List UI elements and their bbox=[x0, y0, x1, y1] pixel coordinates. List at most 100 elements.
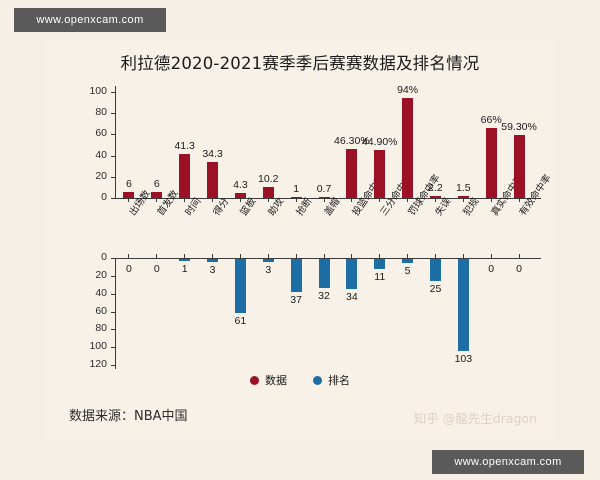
bar-bottom[interactable] bbox=[234, 259, 246, 314]
bar-label-top: 59.30% bbox=[501, 121, 537, 134]
y-tick-mark-bottom bbox=[111, 329, 115, 331]
bar-label-bottom: 3 bbox=[265, 263, 272, 276]
bar-top[interactable] bbox=[123, 191, 135, 198]
bar-bottom[interactable] bbox=[179, 259, 191, 261]
y-tick-mark-top bbox=[111, 198, 115, 199]
bar-top[interactable] bbox=[457, 196, 469, 198]
bar-top[interactable] bbox=[234, 193, 246, 198]
x-tick-mark-top bbox=[490, 198, 492, 202]
y-tick-mark-top bbox=[111, 176, 115, 178]
bar-label-top: 1.5 bbox=[456, 182, 471, 195]
bar-top[interactable] bbox=[318, 196, 330, 198]
bar-bottom[interactable] bbox=[207, 259, 219, 262]
x-tick-mark-bottom bbox=[184, 254, 186, 258]
bar-top[interactable] bbox=[262, 187, 274, 198]
bar-bottom[interactable] bbox=[402, 259, 414, 264]
bar-label-top: 10.2 bbox=[258, 173, 279, 186]
source-note: 数据来源：NBA中国 bbox=[69, 409, 188, 424]
bar-top[interactable] bbox=[402, 98, 414, 198]
chart-card: 利拉德2020-2021赛季季后赛赛数据及排名情况 0 20 40 60 80 100 0 2… bbox=[47, 40, 554, 440]
x-tick-mark-bottom bbox=[239, 254, 241, 258]
bar-top[interactable] bbox=[346, 148, 358, 198]
legend-label: 排名 bbox=[328, 374, 350, 387]
bar-bottom[interactable] bbox=[346, 259, 358, 290]
x-tick-mark-bottom bbox=[295, 254, 297, 258]
y-tick-label-top: 100 bbox=[89, 85, 107, 97]
bar-label-top: 44.90% bbox=[361, 136, 398, 149]
x-axis-top bbox=[115, 198, 541, 199]
y-tick-label-top: 40 bbox=[95, 148, 107, 161]
bar-bottom[interactable] bbox=[290, 259, 302, 292]
bar-label-bottom: 103 bbox=[454, 352, 473, 365]
zhihu-watermark: 知乎 @龍先生dragon bbox=[413, 411, 537, 426]
chart-legend: 数据 排名 bbox=[47, 372, 553, 388]
bar-top[interactable] bbox=[290, 196, 302, 198]
x-tick-mark-top bbox=[267, 198, 269, 202]
legend-label: 数据 bbox=[265, 374, 287, 387]
bar-bottom[interactable] bbox=[262, 259, 274, 262]
bar-top[interactable] bbox=[207, 161, 219, 198]
legend-item[interactable]: 排名 bbox=[313, 372, 350, 388]
bar-label-top: 41.3 bbox=[174, 140, 195, 153]
y-tick-mark-top bbox=[111, 155, 115, 157]
bar-label-bottom: 0 bbox=[488, 263, 495, 275]
y-tick-label-bottom: 100 bbox=[89, 340, 107, 353]
bar-top[interactable] bbox=[513, 135, 525, 198]
x-tick-mark-top bbox=[462, 198, 464, 202]
x-tick-mark-top bbox=[184, 198, 186, 202]
y-tick-label-bottom: 80 bbox=[95, 322, 107, 335]
x-tick-mark-top bbox=[351, 198, 353, 202]
y-tick-mark-top bbox=[111, 113, 115, 115]
x-tick-mark-bottom bbox=[407, 254, 409, 258]
y-axis-top bbox=[115, 86, 116, 198]
chart-plot-area: 0 20 40 60 80 100 0 20 40 60 80 100 120 6 出场数 0 6 首发数 0 41.… bbox=[47, 40, 553, 440]
bar-label-bottom: 32 bbox=[318, 289, 330, 302]
bar-top[interactable] bbox=[485, 128, 497, 198]
chart-title: 利拉德2020-2021赛季季后赛赛数据及排名情况 bbox=[120, 54, 480, 73]
bar-bottom[interactable] bbox=[318, 259, 330, 288]
y-tick-label-bottom: 20 bbox=[95, 268, 107, 281]
bar-label-top: 0.7 bbox=[316, 182, 332, 195]
y-axis-bottom bbox=[115, 258, 116, 369]
bar-label-top: 6 bbox=[126, 177, 132, 190]
bar-label-top: 2.2 bbox=[428, 181, 443, 194]
watermark-banner-bottom: www.openxcam.com bbox=[432, 450, 584, 474]
y-tick-mark-bottom bbox=[111, 365, 115, 366]
y-tick-label-top: 80 bbox=[95, 106, 107, 119]
x-axis-bottom bbox=[115, 258, 541, 259]
x-tick-mark-bottom bbox=[518, 254, 520, 258]
y-tick-label-bottom: 0 bbox=[101, 251, 107, 263]
bar-top[interactable] bbox=[374, 150, 386, 198]
y-tick-mark-bottom bbox=[111, 311, 115, 313]
y-tick-mark-bottom bbox=[111, 275, 115, 277]
bar-top[interactable] bbox=[179, 154, 191, 198]
bar-label-bottom: 34 bbox=[346, 291, 358, 304]
bar-bottom[interactable] bbox=[429, 259, 441, 282]
x-tick-mark-top bbox=[239, 198, 241, 202]
bar-bottom[interactable] bbox=[374, 259, 386, 269]
bar-top[interactable] bbox=[429, 195, 441, 198]
x-tick-mark-top bbox=[295, 198, 297, 202]
bar-label-top: 46.30% bbox=[334, 134, 370, 147]
x-tick-mark-bottom bbox=[462, 254, 464, 258]
bar-label-bottom: 0 bbox=[126, 263, 132, 275]
bar-bottom[interactable] bbox=[457, 259, 469, 351]
x-tick-mark-top bbox=[518, 198, 520, 202]
y-tick-mark-bottom bbox=[111, 258, 115, 259]
bar-top[interactable] bbox=[151, 191, 163, 198]
x-tick-mark-bottom bbox=[434, 254, 436, 258]
legend-item[interactable]: 数据 bbox=[250, 372, 287, 388]
legend-swatch-rank bbox=[313, 375, 322, 385]
x-tick-mark-bottom bbox=[267, 254, 269, 258]
y-tick-label-bottom: 40 bbox=[95, 286, 107, 299]
y-tick-label-bottom: 120 bbox=[89, 358, 107, 370]
y-tick-mark-top bbox=[111, 134, 115, 136]
y-tick-label-top: 60 bbox=[95, 127, 107, 140]
x-tick-mark-bottom bbox=[128, 254, 130, 258]
bar-label-top: 94% bbox=[397, 84, 419, 97]
x-tick-mark-top bbox=[434, 198, 436, 202]
bar-label-bottom: 25 bbox=[429, 283, 442, 296]
y-tick-label-top: 0 bbox=[101, 191, 107, 203]
bar-label-bottom: 1 bbox=[181, 263, 188, 275]
